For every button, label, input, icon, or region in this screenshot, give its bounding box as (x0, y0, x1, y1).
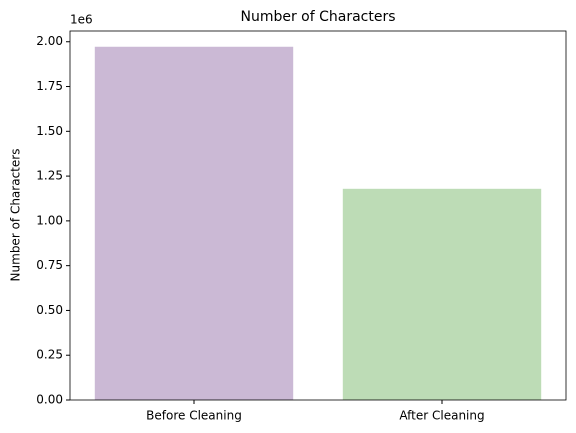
y-tick-label: 0.25 (36, 348, 63, 362)
bar (342, 188, 542, 400)
y-tick-label: 1.75 (36, 79, 63, 93)
y-tick-label: 0.75 (36, 258, 63, 272)
y-tick-label: 1.50 (36, 124, 63, 138)
y-axis-label: Number of Characters (9, 149, 23, 282)
y-offset-label: 1e6 (70, 13, 93, 27)
y-tick-label: 1.25 (36, 169, 63, 183)
y-tick-label: 0.00 (36, 393, 63, 407)
y-tick-label: 0.50 (36, 303, 63, 317)
y-tick-label: 1.00 (36, 213, 63, 227)
chart-title: Number of Characters (240, 9, 395, 25)
x-tick-label: Before Cleaning (146, 409, 242, 423)
bar (94, 46, 294, 400)
plot-frame (69, 30, 567, 401)
x-tick-label: After Cleaning (399, 409, 484, 423)
y-tick-label: 2.00 (36, 34, 63, 48)
